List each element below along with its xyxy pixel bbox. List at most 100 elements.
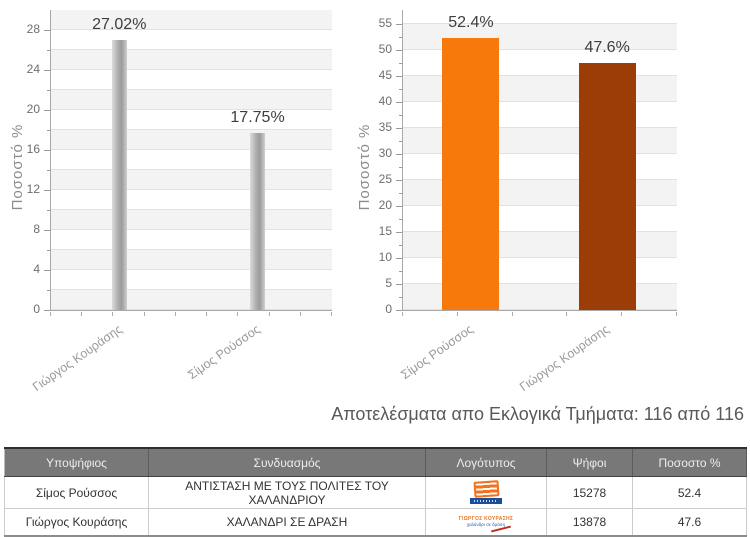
x-axis-tick xyxy=(331,312,332,316)
y-axis-tick-label: 0 xyxy=(33,302,40,316)
y-axis-tick xyxy=(399,245,402,246)
y-axis-tick-label: 50 xyxy=(378,42,392,57)
percent-cell: 47.6 xyxy=(632,508,747,537)
y-axis-tick-label: 10 xyxy=(378,250,392,264)
y-axis-tick-label: 25 xyxy=(378,172,392,187)
category-label: Σίμος Ρούσσος xyxy=(185,322,263,383)
logo-cell xyxy=(425,476,547,509)
y-axis-tick-label: 35 xyxy=(378,120,392,135)
votes-cell: 15278 xyxy=(546,476,633,509)
logo-text-lines xyxy=(475,482,497,496)
y-axis-tick xyxy=(396,310,402,311)
y-axis-tick xyxy=(399,63,402,65)
y-axis-tick-label: 8 xyxy=(33,222,40,236)
x-axis-tick xyxy=(50,312,51,316)
y-axis-tick xyxy=(44,30,50,31)
x-axis-tick xyxy=(511,312,513,316)
x-axis-tick xyxy=(174,312,176,316)
y-axis-tick xyxy=(399,167,402,169)
x-axis-tick xyxy=(676,312,677,316)
y-axis-tick xyxy=(396,128,402,130)
y-axis-tick-label: 4 xyxy=(33,262,40,276)
logo-line1: ΓΙΩΡΓΟΣ ΚΟΥΡΑΣΗΣ xyxy=(458,515,514,522)
y-axis-tick xyxy=(399,115,402,117)
candidate-cell: Γιώργος Κουράσης xyxy=(4,508,149,537)
y-axis-tick-label: 0 xyxy=(385,302,392,316)
y-axis-tick xyxy=(47,290,50,291)
y-axis-tick-label: 12 xyxy=(26,182,40,196)
y-axis-tick xyxy=(47,210,50,211)
roussos-party-logo xyxy=(469,480,503,504)
party-cell: ΑΝΤΙΣΤΑΣΗ ΜΕ ΤΟΥΣ ΠΟΛΙΤΕΣ ΤΟΥ ΧΑΛΑΝΔΡΙΟΥ xyxy=(148,476,426,509)
x-axis-tick xyxy=(621,312,623,316)
logo-cell: ΓΙΩΡΓΟΣ ΚΟΥΡΑΣΗΣ χαλάνδρι σε δράση xyxy=(425,508,547,537)
column-header-1: Υποψήφιος xyxy=(4,447,149,477)
y-axis-tick xyxy=(399,89,402,91)
kourasis-party-logo: ΓΙΩΡΓΟΣ ΚΟΥΡΑΣΗΣ χαλάνδρι σε δράση xyxy=(455,515,517,533)
chart-gray-percentages: Ποσοστό % 27.02% 17.75% 0 4 8 12 16 20 24 28 Γιώρ… xyxy=(0,0,340,400)
candidate-cell: Σίμος Ρούσσος xyxy=(4,476,149,509)
y-axis-tick xyxy=(47,170,50,171)
bar-value-label: 27.02% xyxy=(92,15,147,33)
bar-Γιώργος Κουράσης xyxy=(578,62,636,310)
votes-cell: 13878 xyxy=(546,508,633,537)
x-axis-tick xyxy=(237,312,239,316)
y-axis-tick xyxy=(44,110,50,111)
y-axis-tick-label: 28 xyxy=(26,22,40,36)
x-axis-tick xyxy=(299,312,301,316)
column-header-4: Ψήφοι xyxy=(546,447,633,477)
x-axis-tick xyxy=(143,312,145,316)
y-axis-title: Ποσοστό % xyxy=(356,123,373,211)
x-axis-tick xyxy=(206,312,208,316)
y-axis-tick xyxy=(396,284,402,285)
y-axis-tick xyxy=(396,258,402,259)
y-axis-tick xyxy=(399,297,402,298)
y-axis-tick xyxy=(396,102,402,104)
y-axis-tick xyxy=(396,154,402,156)
table-row: Γιώργος Κουράσης ΧΑΛΑΝΔΡΙ ΣΕ ΔΡΑΣΗ ΓΙΩΡΓΟΣ… xyxy=(4,508,747,537)
y-axis-tick xyxy=(396,206,402,207)
plot-area: 52.4% 47.6% xyxy=(402,10,677,311)
bar-Γιώργος Κουράσης xyxy=(111,39,127,310)
results-table: Υποψήφιος Συνδυασμός Λογότυπος Ψήφοι Ποσοστο… xyxy=(4,447,747,537)
y-axis-tick xyxy=(47,50,50,51)
y-axis-tick xyxy=(396,24,402,26)
y-axis-tick xyxy=(47,90,50,91)
column-header-3: Λογότυπος xyxy=(425,447,547,477)
column-header-2: Συνδυασμός xyxy=(148,447,426,477)
column-header-5: Ποσοστο % xyxy=(632,447,747,477)
y-axis-tick xyxy=(399,219,402,220)
bar-value-label: 52.4% xyxy=(448,13,494,31)
y-axis-tick xyxy=(44,190,50,191)
y-axis-tick xyxy=(47,250,50,251)
y-axis-tick xyxy=(44,230,50,231)
y-axis-tick xyxy=(44,150,50,151)
x-axis-tick xyxy=(112,312,114,316)
x-axis-tick xyxy=(81,312,83,316)
table-row: Σίμος Ρούσσος ΑΝΤΙΣΤΑΣΗ ΜΕ ΤΟΥΣ ΠΟΛΙΤΕΣ Τ… xyxy=(4,476,747,509)
party-cell: ΧΑΛΑΝΔΡΙ ΣΕ ΔΡΑΣΗ xyxy=(148,508,426,537)
y-axis-tick-label: 55 xyxy=(378,16,392,31)
logo-badge-top xyxy=(472,480,500,498)
y-axis-tick xyxy=(399,193,402,194)
y-axis-tick-label: 45 xyxy=(378,68,392,83)
y-axis-tick xyxy=(399,37,402,39)
y-axis-tick-label: 20 xyxy=(378,198,392,212)
y-axis-tick xyxy=(396,50,402,52)
y-axis-tick xyxy=(396,180,402,182)
bar-value-label: 17.75% xyxy=(230,108,285,126)
y-axis-tick xyxy=(44,70,50,71)
y-axis-tick-label: 16 xyxy=(26,142,40,156)
y-axis-tick xyxy=(399,271,402,272)
y-axis-tick-label: 30 xyxy=(378,146,392,161)
logo-badge-band xyxy=(470,498,502,504)
bar-value-label: 47.6% xyxy=(584,38,630,56)
y-axis-tick xyxy=(44,310,50,311)
y-axis-tick xyxy=(396,76,402,78)
x-axis-tick xyxy=(268,312,270,316)
y-axis-tick xyxy=(44,270,50,271)
y-axis-tick-label: 5 xyxy=(385,276,392,290)
chart-runoff-percentages: Ποσοστό % 52.4% 47.6% 0 5 10 15 20 25 30 35 40 45 5… xyxy=(340,0,750,400)
bar-Σίμος Ρούσσος xyxy=(442,37,500,310)
